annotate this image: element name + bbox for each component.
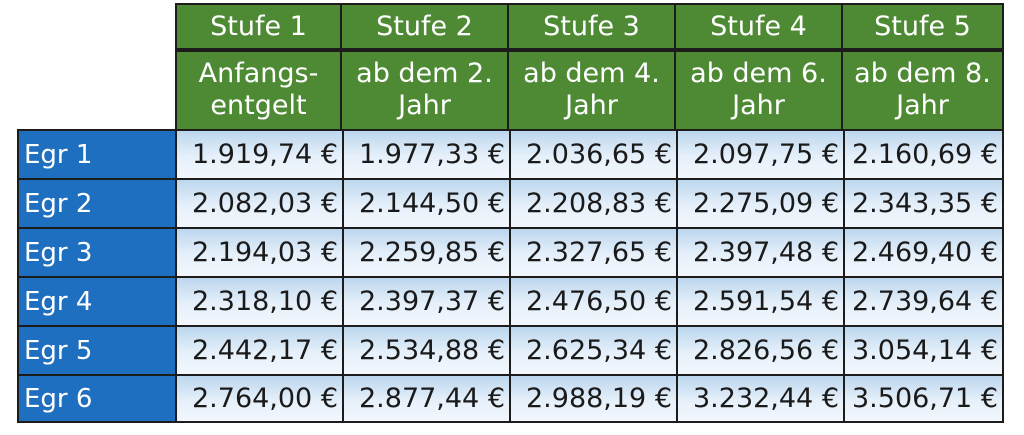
column-header-description: Anfangs-entgelt: [175, 50, 342, 129]
column-header-line2: Jahr: [565, 89, 618, 121]
column-header-stufe: Stufe 1: [175, 3, 342, 50]
table-cell: 2.327,65 €: [509, 227, 676, 276]
table-cell: 2.144,50 €: [342, 178, 509, 227]
table-cell: 2.097,75 €: [676, 129, 843, 178]
table-cell: 2.343,35 €: [843, 178, 1004, 227]
table-cell: 2.442,17 €: [175, 325, 342, 374]
column-header-line1: ab dem 4.: [523, 57, 660, 89]
table-cell: 2.534,88 €: [342, 325, 509, 374]
column-header-line1: Anfangs-: [198, 57, 319, 89]
column-header-stufe: Stufe 3: [509, 3, 676, 50]
table-corner: [17, 3, 175, 129]
table-cell: 2.318,10 €: [175, 276, 342, 325]
column-header-description: ab dem 8. Jahr: [843, 50, 1004, 129]
column-header-description: ab dem 2. Jahr: [342, 50, 509, 129]
table-cell: 3.506,71 €: [843, 374, 1004, 423]
row-header: Egr 4: [17, 276, 175, 325]
column-header-stufe: Stufe 2: [342, 3, 509, 50]
table-cell: 2.259,85 €: [342, 227, 509, 276]
row-header: Egr 3: [17, 227, 175, 276]
column-header-line2: Jahr: [398, 89, 451, 121]
salary-table: Stufe 1 Anfangs-entgelt Stufe 2 ab dem 2. Ja…: [17, 3, 1004, 423]
column-header-line2: Jahr: [732, 89, 785, 121]
table-cell: 2.082,03 €: [175, 178, 342, 227]
column-header-line1: ab dem 2.: [356, 57, 493, 89]
table-cell: 2.739,64 €: [843, 276, 1004, 325]
row-header: Egr 5: [17, 325, 175, 374]
table-cell: 2.877,44 €: [342, 374, 509, 423]
table-cell: 1.977,33 €: [342, 129, 509, 178]
column-header-line1: ab dem 8.: [854, 57, 991, 89]
table-cell: 2.208,83 €: [509, 178, 676, 227]
row-header: Egr 2: [17, 178, 175, 227]
table-cell: 2.625,34 €: [509, 325, 676, 374]
table-cell: 3.054,14 €: [843, 325, 1004, 374]
column-header-stufe: Stufe 5: [843, 3, 1004, 50]
column-header-line1: ab dem 6.: [690, 57, 827, 89]
table-cell: 1.919,74 €: [175, 129, 342, 178]
table-cell: 2.469,40 €: [843, 227, 1004, 276]
table-cell: 2.397,37 €: [342, 276, 509, 325]
table-cell: 2.275,09 €: [676, 178, 843, 227]
table-cell: 2.476,50 €: [509, 276, 676, 325]
table-cell: 2.194,03 €: [175, 227, 342, 276]
row-header: Egr 6: [17, 374, 175, 423]
table-cell: 2.036,65 €: [509, 129, 676, 178]
table-cell: 3.232,44 €: [676, 374, 843, 423]
column-header-description: ab dem 4. Jahr: [509, 50, 676, 129]
column-header-description: ab dem 6. Jahr: [676, 50, 843, 129]
row-header: Egr 1: [17, 129, 175, 178]
table-cell: 2.764,00 €: [175, 374, 342, 423]
table-cell: 2.397,48 €: [676, 227, 843, 276]
column-header-line2: entgelt: [210, 89, 307, 121]
column-header-stufe: Stufe 4: [676, 3, 843, 50]
table-cell: 2.160,69 €: [843, 129, 1004, 178]
column-header-line2: Jahr: [896, 89, 949, 121]
table-cell: 2.591,54 €: [676, 276, 843, 325]
table-cell: 2.826,56 €: [676, 325, 843, 374]
table-cell: 2.988,19 €: [509, 374, 676, 423]
